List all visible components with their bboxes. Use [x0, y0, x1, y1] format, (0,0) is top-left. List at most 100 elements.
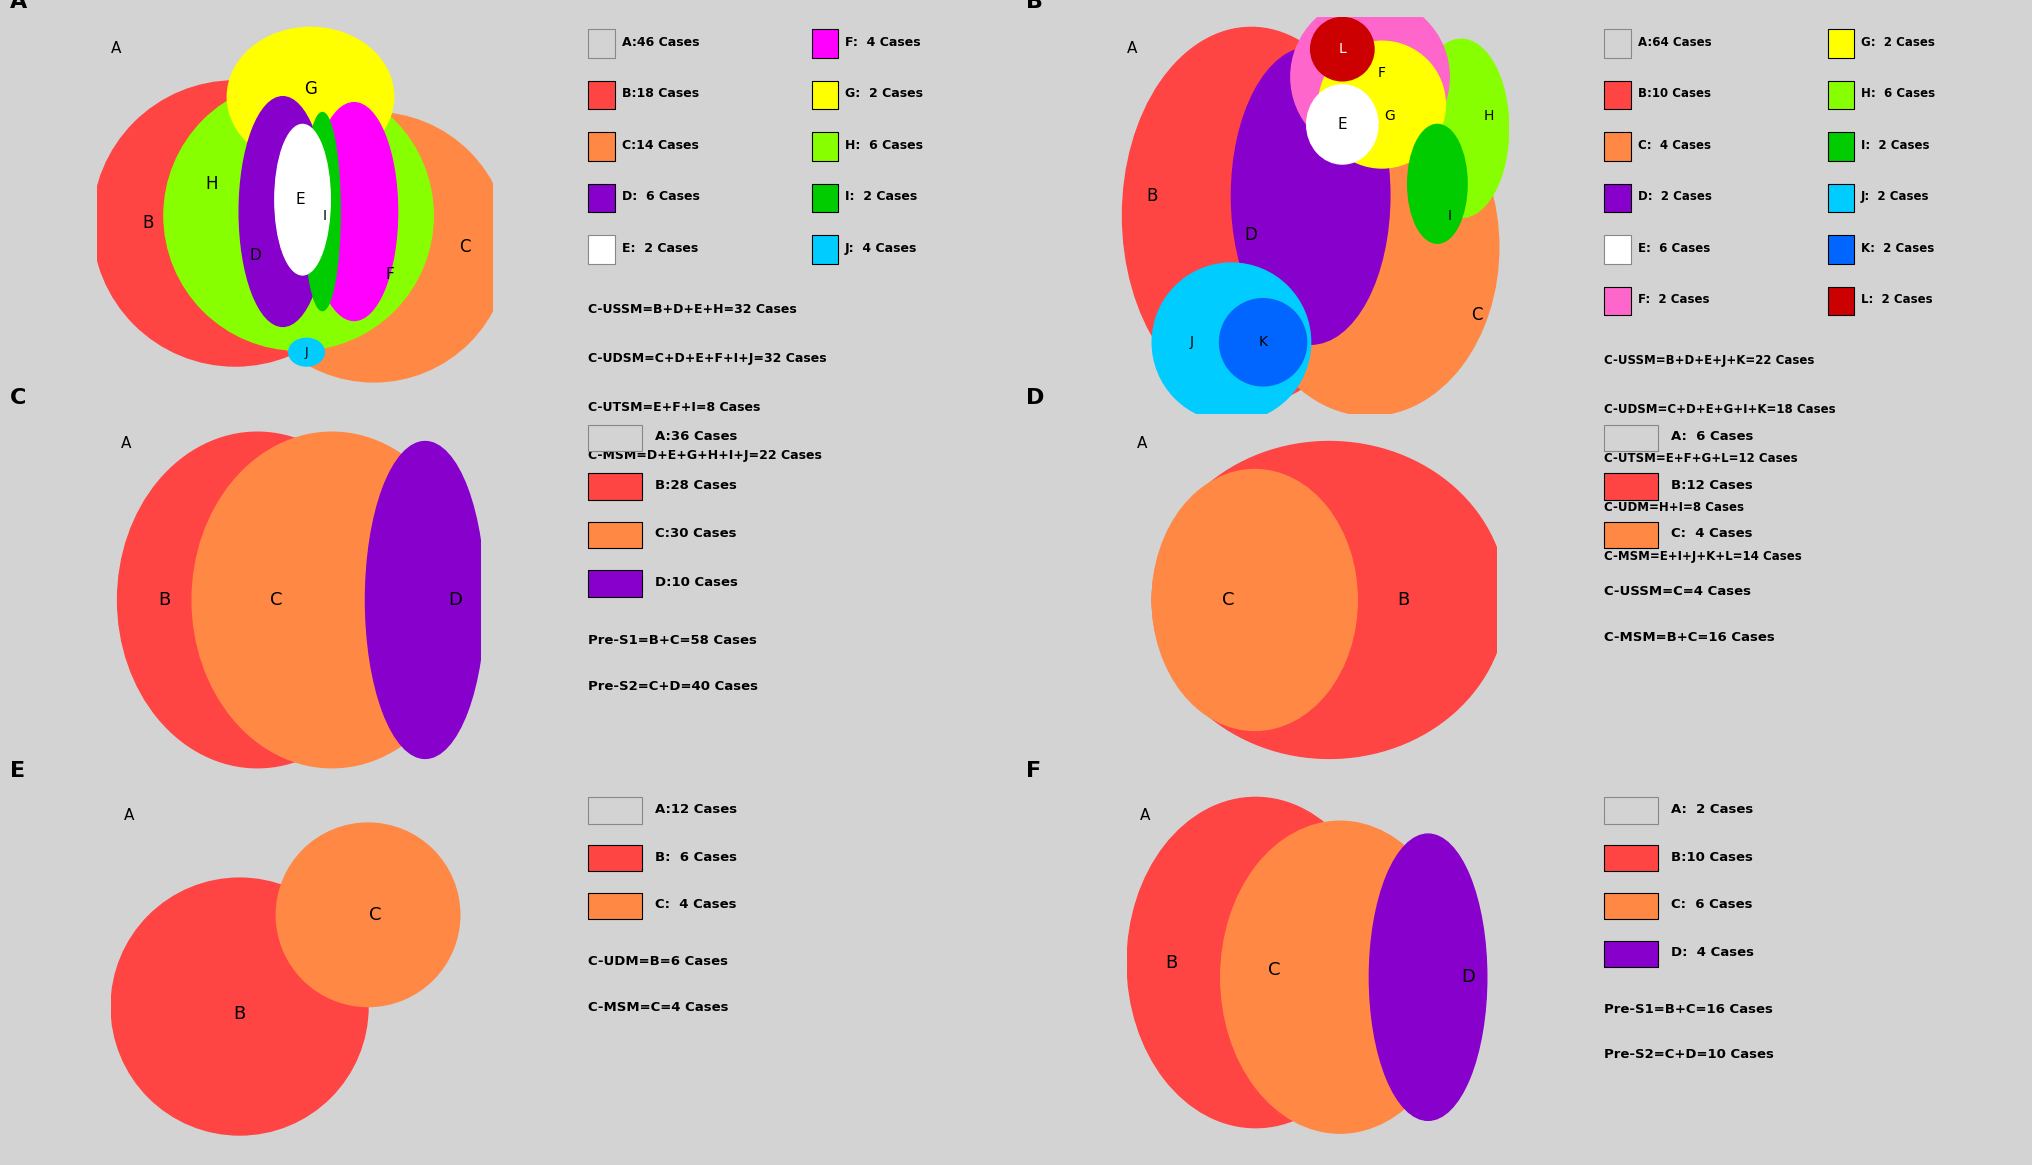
Text: Pre-S2=C+D=10 Cases: Pre-S2=C+D=10 Cases [1603, 1048, 1774, 1061]
Bar [1827, 80, 1855, 110]
Circle shape [93, 80, 378, 366]
Ellipse shape [228, 27, 394, 165]
Text: C:30 Cases: C:30 Cases [654, 528, 738, 541]
Text: L:  2 Cases: L: 2 Cases [1861, 294, 1932, 306]
Text: C: C [270, 591, 282, 609]
Text: C-UTSM=E+F+G+L=12 Cases: C-UTSM=E+F+G+L=12 Cases [1603, 452, 1798, 465]
Ellipse shape [1414, 40, 1508, 218]
Ellipse shape [1152, 442, 1506, 758]
Ellipse shape [289, 338, 325, 366]
Text: G: G [1384, 110, 1396, 123]
Circle shape [112, 878, 368, 1135]
Ellipse shape [311, 103, 398, 320]
Text: A:  2 Cases: A: 2 Cases [1670, 803, 1754, 816]
Ellipse shape [118, 432, 396, 768]
Text: E: E [297, 192, 305, 207]
Bar [1603, 845, 1658, 871]
Text: A:46 Cases: A:46 Cases [622, 36, 699, 49]
Text: F: F [386, 268, 394, 282]
Text: I: I [1447, 209, 1451, 223]
Bar [1827, 287, 1855, 316]
Text: H:  6 Cases: H: 6 Cases [1861, 87, 1934, 100]
Text: C: C [370, 906, 382, 924]
Text: A: A [124, 809, 134, 824]
Text: J: J [1191, 336, 1195, 350]
Text: C-UDM=H+I=8 Cases: C-UDM=H+I=8 Cases [1603, 501, 1743, 514]
Text: A:  6 Cases: A: 6 Cases [1670, 430, 1754, 444]
Text: C-MSM=C=4 Cases: C-MSM=C=4 Cases [587, 1001, 729, 1014]
Bar [1603, 522, 1658, 549]
Bar [811, 235, 839, 263]
Bar [1827, 133, 1855, 161]
Bar [811, 29, 839, 58]
Ellipse shape [240, 97, 327, 326]
Text: D:  2 Cases: D: 2 Cases [1638, 190, 1711, 203]
Text: C: C [10, 388, 26, 408]
Bar [1603, 940, 1658, 967]
Text: A:12 Cases: A:12 Cases [654, 803, 738, 816]
Bar [587, 80, 616, 110]
Circle shape [1311, 17, 1374, 80]
Text: F: F [1026, 761, 1040, 781]
Text: H: H [205, 175, 217, 193]
Text: D: D [1026, 388, 1044, 408]
Text: C:  4 Cases: C: 4 Cases [654, 898, 738, 911]
Text: A:64 Cases: A:64 Cases [1638, 36, 1711, 49]
Text: C-UDSM=C+D+E+G+I+K=18 Cases: C-UDSM=C+D+E+G+I+K=18 Cases [1603, 403, 1835, 416]
Bar [587, 235, 616, 263]
Text: I:  2 Cases: I: 2 Cases [845, 190, 916, 203]
Text: B:28 Cases: B:28 Cases [654, 479, 738, 492]
Ellipse shape [1221, 821, 1459, 1134]
Circle shape [165, 80, 433, 351]
Text: C-MSM=E+I+J+K+L=14 Cases: C-MSM=E+I+J+K+L=14 Cases [1603, 550, 1802, 563]
Text: B:10 Cases: B:10 Cases [1670, 850, 1754, 863]
Text: C: C [1471, 305, 1483, 324]
Text: B: B [1146, 186, 1158, 205]
Ellipse shape [274, 125, 331, 275]
Text: A: A [10, 0, 26, 12]
Text: J:  2 Cases: J: 2 Cases [1861, 190, 1930, 203]
Bar [587, 473, 642, 500]
Text: F: F [1378, 66, 1386, 80]
Text: G: G [305, 79, 317, 98]
Text: H:  6 Cases: H: 6 Cases [845, 139, 923, 151]
Ellipse shape [1231, 47, 1390, 345]
Text: A: A [110, 41, 120, 56]
Ellipse shape [1408, 125, 1467, 243]
Text: B: B [1398, 591, 1410, 609]
Text: C-USSM=B+D+E+J+K=22 Cases: C-USSM=B+D+E+J+K=22 Cases [1603, 354, 1815, 367]
Text: Pre-S1=B+C=16 Cases: Pre-S1=B+C=16 Cases [1603, 1003, 1774, 1016]
Bar [1603, 29, 1632, 58]
Text: D:10 Cases: D:10 Cases [654, 576, 738, 588]
Text: B: B [158, 591, 171, 609]
Bar [1603, 473, 1658, 500]
Text: J: J [305, 346, 309, 359]
Text: B:12 Cases: B:12 Cases [1670, 479, 1754, 492]
Text: C: C [1268, 961, 1280, 979]
Text: C:  4 Cases: C: 4 Cases [1670, 528, 1754, 541]
Circle shape [276, 822, 459, 1007]
Bar [811, 184, 839, 212]
Text: I:  2 Cases: I: 2 Cases [1861, 139, 1930, 151]
Bar [587, 133, 616, 161]
Text: C-USSM=C=4 Cases: C-USSM=C=4 Cases [1603, 585, 1752, 598]
Bar [1603, 797, 1658, 824]
Text: C-USSM=B+D+E+H=32 Cases: C-USSM=B+D+E+H=32 Cases [587, 303, 797, 316]
Bar [1603, 287, 1632, 316]
Text: B:18 Cases: B:18 Cases [622, 87, 699, 100]
Circle shape [1219, 298, 1307, 386]
Ellipse shape [1122, 27, 1380, 403]
Text: C-UDM=B=6 Cases: C-UDM=B=6 Cases [587, 955, 727, 968]
Circle shape [240, 113, 508, 382]
Text: A:36 Cases: A:36 Cases [654, 430, 738, 444]
Circle shape [1319, 41, 1445, 168]
Text: C-MSM=B+C=16 Cases: C-MSM=B+C=16 Cases [1603, 631, 1774, 644]
Text: B: B [142, 214, 154, 233]
Text: J:  4 Cases: J: 4 Cases [845, 241, 918, 255]
Circle shape [1290, 0, 1449, 156]
Text: D:  4 Cases: D: 4 Cases [1670, 946, 1754, 959]
Text: D: D [250, 248, 260, 262]
Text: C: C [1223, 591, 1235, 609]
Text: D:  6 Cases: D: 6 Cases [622, 190, 699, 203]
Bar [1603, 184, 1632, 212]
